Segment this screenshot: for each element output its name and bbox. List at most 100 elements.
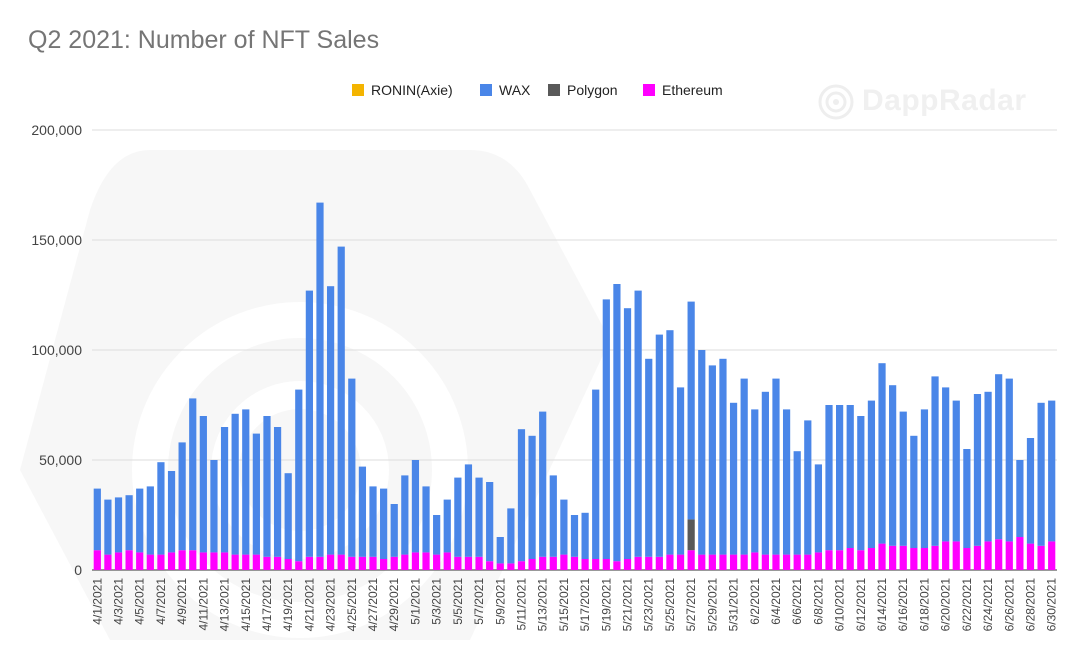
bar-stack bbox=[623, 308, 632, 570]
bar-segment-ethereum bbox=[995, 539, 1003, 570]
bar-segment-ethereum bbox=[337, 554, 345, 570]
y-tick-label: 200,000 bbox=[31, 122, 82, 138]
bar-segment-wax bbox=[592, 389, 600, 559]
bar-segment-wax bbox=[751, 409, 759, 553]
bar-stack bbox=[295, 389, 303, 570]
x-tick-label: 6/4/2021 bbox=[769, 578, 783, 625]
bar-segment-wax bbox=[210, 460, 218, 553]
bar-stack bbox=[284, 473, 292, 570]
bar-segment-ethereum bbox=[740, 554, 748, 570]
x-tick-label: 4/5/2021 bbox=[133, 578, 147, 625]
bar-segment-ethereum bbox=[634, 556, 642, 570]
bar-segment-ethereum bbox=[836, 550, 844, 570]
x-tick-label: 6/30/2021 bbox=[1045, 578, 1059, 632]
legend-swatch-ethereum bbox=[643, 84, 655, 96]
y-axis-tick-labels: 0 50,000 100,000 150,000 200,000 bbox=[31, 122, 82, 578]
bar-stack bbox=[454, 477, 462, 570]
y-tick-label: 100,000 bbox=[31, 342, 82, 358]
bar-stack bbox=[910, 435, 918, 570]
bar-segment-wax bbox=[655, 334, 663, 557]
bar-segment-wax bbox=[666, 330, 674, 555]
x-tick-label: 5/27/2021 bbox=[684, 578, 698, 632]
bar-segment-wax bbox=[358, 466, 367, 557]
bar-segment-wax bbox=[931, 376, 939, 546]
bar-stack bbox=[210, 460, 218, 570]
bar-segment-ethereum bbox=[136, 552, 144, 570]
bar-segment-wax bbox=[623, 308, 632, 559]
x-tick-label: 4/15/2021 bbox=[239, 578, 253, 632]
x-tick-label: 4/9/2021 bbox=[175, 578, 189, 625]
bar-stack bbox=[857, 416, 865, 570]
x-tick-label: 4/1/2021 bbox=[90, 578, 104, 625]
bar-segment-ethereum bbox=[666, 554, 674, 570]
bar-segment-ethereum bbox=[560, 554, 568, 570]
bar-segment-ethereum bbox=[114, 552, 123, 570]
x-tick-label: 6/2/2021 bbox=[748, 578, 762, 625]
x-tick-label: 4/17/2021 bbox=[260, 578, 274, 632]
bar-segment-wax bbox=[199, 416, 207, 553]
bar-segment-wax bbox=[167, 471, 176, 553]
bar-stack bbox=[719, 358, 727, 570]
bar-segment-ethereum bbox=[507, 563, 515, 570]
bar-stack bbox=[348, 378, 356, 570]
y-tick-label: 150,000 bbox=[31, 232, 82, 248]
bar-segment-wax bbox=[507, 508, 515, 564]
bar-segment-ethereum bbox=[443, 552, 451, 570]
bar-stack bbox=[517, 429, 526, 570]
bar-stack bbox=[942, 387, 950, 570]
x-tick-label: 4/19/2021 bbox=[281, 578, 295, 632]
legend-item-ronin: RONIN(Axie) bbox=[352, 80, 453, 100]
bar-segment-ethereum bbox=[167, 552, 176, 570]
bar-segment-wax bbox=[390, 504, 398, 557]
bar-stack bbox=[645, 358, 653, 570]
x-tick-label: 6/16/2021 bbox=[896, 578, 910, 632]
bar-segment-wax bbox=[973, 394, 982, 546]
bar-segment-wax bbox=[104, 499, 112, 555]
bar-segment-ethereum bbox=[804, 554, 812, 570]
bar-segment-wax bbox=[846, 405, 854, 548]
bar-segment-ethereum bbox=[146, 554, 154, 570]
x-tick-label: 5/15/2021 bbox=[557, 578, 571, 632]
bar-segment-ethereum bbox=[104, 554, 112, 570]
bar-segment-wax bbox=[889, 385, 897, 546]
bar-stack bbox=[433, 515, 441, 570]
bar-segment-wax bbox=[570, 515, 579, 557]
bar-segment-wax bbox=[284, 473, 292, 559]
bar-segment-ethereum bbox=[1005, 541, 1013, 570]
x-axis-tick-labels: 4/1/2021 4/3/2021 4/5/2021 4/7/2021 4/9/2021… bbox=[90, 578, 1058, 632]
bar-segment-wax bbox=[963, 449, 971, 548]
bar-segment-wax bbox=[157, 462, 165, 555]
bar-segment-wax bbox=[411, 460, 420, 553]
bar-segment-ethereum bbox=[889, 545, 897, 570]
bar-segment-ethereum bbox=[729, 554, 738, 570]
bar-segment-ethereum bbox=[613, 561, 621, 570]
bar-segment-ethereum bbox=[486, 561, 494, 570]
bar-stack bbox=[475, 477, 483, 570]
bar-segment-wax bbox=[952, 400, 960, 542]
bar-segment-wax bbox=[782, 409, 791, 555]
x-tick-label: 5/9/2021 bbox=[493, 578, 507, 625]
bar-segment-wax bbox=[581, 512, 589, 559]
chart-legend: RONIN(Axie) WAX Polygon Ethereum bbox=[0, 80, 1080, 100]
bar-segment-ethereum bbox=[846, 548, 854, 570]
bar-segment-wax bbox=[178, 442, 186, 551]
bar-segment-ethereum bbox=[380, 559, 388, 570]
x-tick-label: 4/13/2021 bbox=[218, 578, 232, 632]
bar-segment-ethereum bbox=[539, 556, 547, 570]
bar-stack bbox=[178, 442, 186, 570]
bar-stack bbox=[146, 486, 154, 570]
bar-stack bbox=[867, 400, 876, 570]
x-tick-label: 5/13/2021 bbox=[536, 578, 550, 632]
bar-segment-ethereum bbox=[793, 554, 801, 570]
bar-segment-wax bbox=[146, 486, 154, 555]
bar-segment-wax bbox=[305, 290, 313, 557]
bar-stack bbox=[676, 387, 685, 570]
bar-segment-ethereum bbox=[517, 561, 526, 570]
chart-title: Q2 2021: Number of NFT Sales bbox=[28, 26, 380, 54]
bar-segment-wax bbox=[645, 358, 653, 557]
bar-segment-wax bbox=[443, 499, 451, 553]
legend-swatch-polygon bbox=[548, 84, 560, 96]
bar-segment-wax bbox=[433, 515, 441, 555]
bar-stack bbox=[486, 482, 494, 570]
bar-segment-wax bbox=[857, 416, 865, 551]
